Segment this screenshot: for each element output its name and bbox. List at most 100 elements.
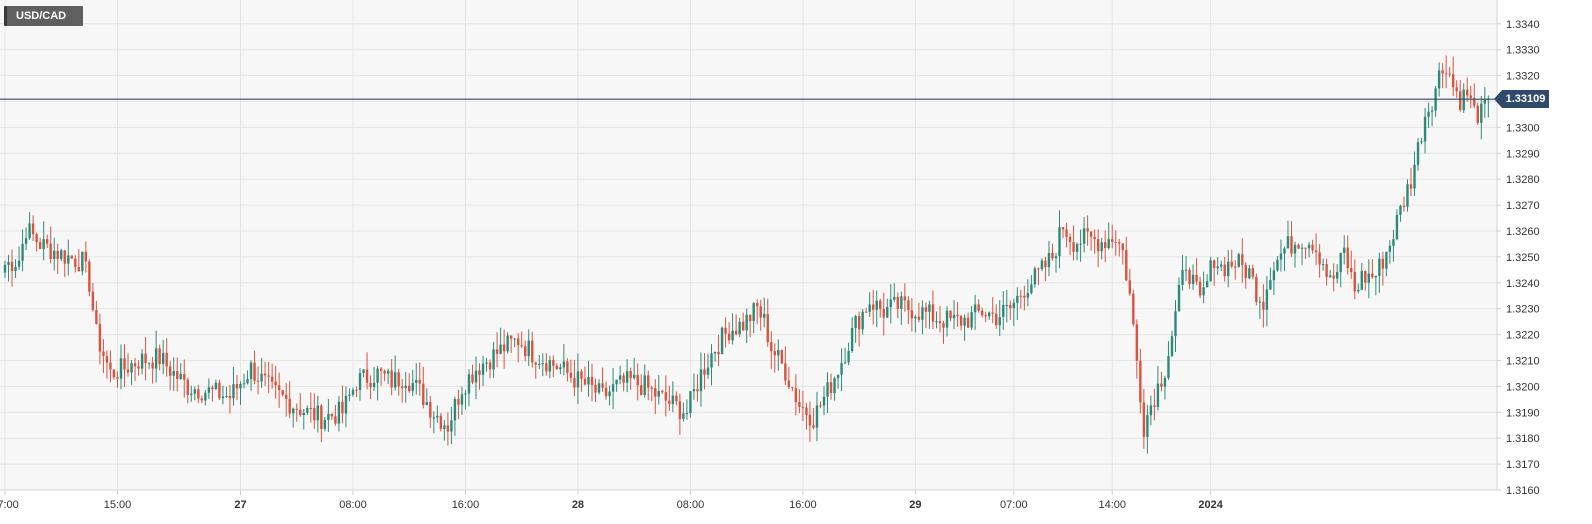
candle-body	[45, 239, 49, 244]
candle-body	[770, 342, 773, 352]
candle-body	[351, 389, 355, 395]
candle-body	[973, 304, 977, 313]
candle-body	[1216, 266, 1219, 269]
candle-body	[717, 351, 720, 355]
y-tick-label: 1.3210	[1506, 356, 1540, 368]
candle-body	[172, 371, 175, 376]
candle-body	[1096, 239, 1100, 252]
candle-body	[1009, 304, 1012, 309]
symbol-badge[interactable]: USD/CAD	[4, 6, 84, 26]
candle-body	[541, 363, 544, 365]
candle-body	[1037, 268, 1040, 270]
candle-body	[1111, 239, 1114, 242]
candle-body	[1121, 243, 1124, 251]
candle-body	[850, 327, 854, 352]
candle-body	[390, 370, 393, 388]
candle-body	[1318, 252, 1321, 265]
candle-body	[597, 383, 601, 393]
candle-body	[323, 419, 327, 429]
candle-body	[833, 378, 836, 394]
candle-body	[383, 370, 386, 374]
candle-body	[1360, 271, 1363, 290]
candle-body	[995, 313, 998, 326]
candle-body	[864, 311, 868, 313]
candle-body	[784, 363, 787, 381]
candle-body	[242, 383, 246, 385]
candle-body	[636, 374, 639, 386]
candle-body	[1026, 293, 1030, 298]
candle-body	[256, 380, 260, 382]
candle-body	[882, 308, 885, 318]
candle-body	[232, 384, 235, 399]
candle-body	[422, 383, 425, 406]
candle-body	[1473, 98, 1476, 106]
candle-body	[942, 323, 945, 328]
candle-body	[1079, 243, 1082, 245]
candle-body	[1420, 141, 1423, 143]
candle-body	[281, 390, 284, 395]
x-tick-label: 08:00	[339, 499, 367, 511]
candle-body	[984, 315, 987, 317]
candle-body	[1265, 289, 1269, 310]
candle-body	[601, 383, 604, 388]
candle-body	[699, 369, 703, 392]
candle-body	[67, 255, 70, 264]
candle-body	[1441, 70, 1444, 74]
grid	[0, 0, 1497, 491]
candle-body	[362, 369, 365, 374]
candle-body	[829, 382, 833, 394]
candle-body	[625, 371, 629, 383]
candle-body	[277, 385, 281, 391]
candle-body	[696, 389, 699, 392]
candle-body	[924, 307, 928, 312]
candle-body	[1142, 402, 1146, 437]
candle-body	[109, 362, 112, 370]
candle-body	[270, 376, 274, 382]
candle-body	[1146, 415, 1149, 437]
candle-body	[105, 355, 109, 363]
y-tick-label: 1.3300	[1506, 122, 1540, 134]
candle-body	[956, 314, 959, 317]
candle-body	[183, 373, 186, 380]
candle-body	[330, 413, 334, 417]
candle-body	[791, 387, 794, 389]
candle-body	[921, 307, 924, 320]
candle-body	[488, 362, 492, 370]
y-tick-label: 1.3190	[1506, 407, 1540, 419]
candle-body	[524, 346, 527, 357]
candle-body	[583, 378, 587, 385]
candle-body	[756, 303, 759, 307]
candle-body	[527, 340, 530, 357]
candle-body	[316, 405, 320, 421]
candle-body	[509, 335, 513, 339]
candle-body	[931, 304, 935, 322]
candle-body	[889, 299, 892, 308]
candle-body	[3, 264, 7, 273]
candle-body	[116, 377, 119, 379]
candle-body	[1388, 245, 1392, 252]
candle-body	[295, 408, 298, 410]
candle-body	[1058, 227, 1061, 257]
candle-body	[1374, 275, 1378, 278]
candle-body	[1399, 205, 1402, 215]
candle-body	[777, 350, 780, 356]
candle-body	[952, 314, 956, 319]
candle-body	[741, 321, 745, 331]
candle-body	[204, 392, 207, 401]
candle-body	[1353, 272, 1356, 292]
candle-body	[478, 370, 481, 375]
candle-body	[327, 413, 330, 420]
candle-body	[49, 243, 52, 259]
candle-body	[176, 371, 179, 379]
candle-body	[1392, 239, 1395, 246]
candle-body	[471, 374, 474, 383]
candle-body	[1248, 268, 1251, 279]
candle-body	[1082, 228, 1086, 244]
candle-body	[88, 261, 91, 292]
candle-body	[98, 323, 102, 352]
candle-body	[14, 266, 17, 272]
candle-body	[1100, 242, 1103, 252]
candle-body	[1005, 304, 1008, 306]
candle-body	[320, 405, 323, 429]
